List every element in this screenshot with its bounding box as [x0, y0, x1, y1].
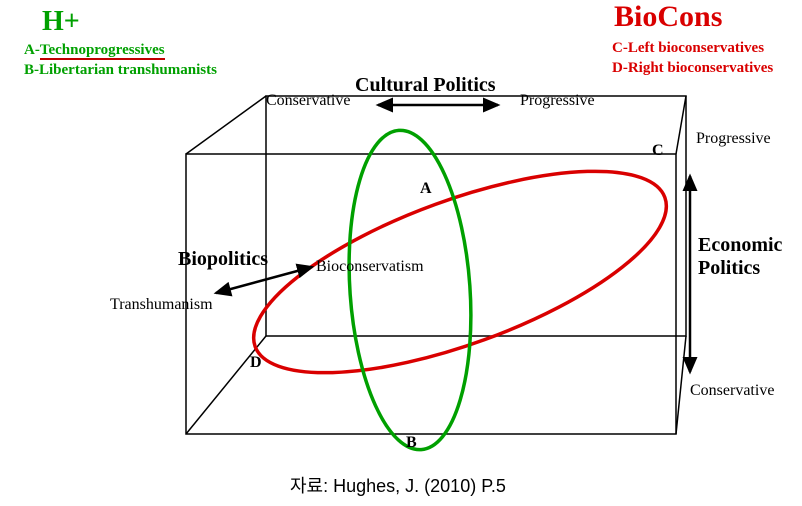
point-a-label: A: [420, 180, 432, 198]
point-c-label: C: [652, 142, 664, 160]
biocons-title: BioCons: [614, 0, 722, 34]
cultural-progressive: Progressive: [520, 92, 595, 110]
economic-conservative: Conservative: [690, 382, 774, 400]
legend-d: D-Right bioconservatives: [612, 60, 773, 77]
point-b-label: B: [406, 434, 417, 452]
cultural-conservative: Conservative: [266, 92, 350, 110]
caption: 자료: Hughes, J. (2010) P.5: [290, 472, 506, 498]
bio-bioconservatism: Bioconservatism: [316, 258, 424, 276]
economic-progressive: Progressive: [696, 130, 771, 148]
h-plus-title: H+: [42, 6, 80, 38]
legend-a: A-Technoprogressives: [24, 42, 165, 59]
cultural-politics-label: Cultural Politics: [355, 74, 496, 97]
bio-transhumanism: Transhumanism: [110, 296, 213, 314]
economic-politics-label: EconomicPolitics: [698, 234, 782, 280]
biopolitics-label: Biopolitics: [178, 248, 268, 271]
legend-b: B-Libertarian transhumanists: [24, 62, 217, 79]
point-d-label: D: [250, 354, 262, 372]
legend-c: C-Left bioconservatives: [612, 40, 764, 57]
